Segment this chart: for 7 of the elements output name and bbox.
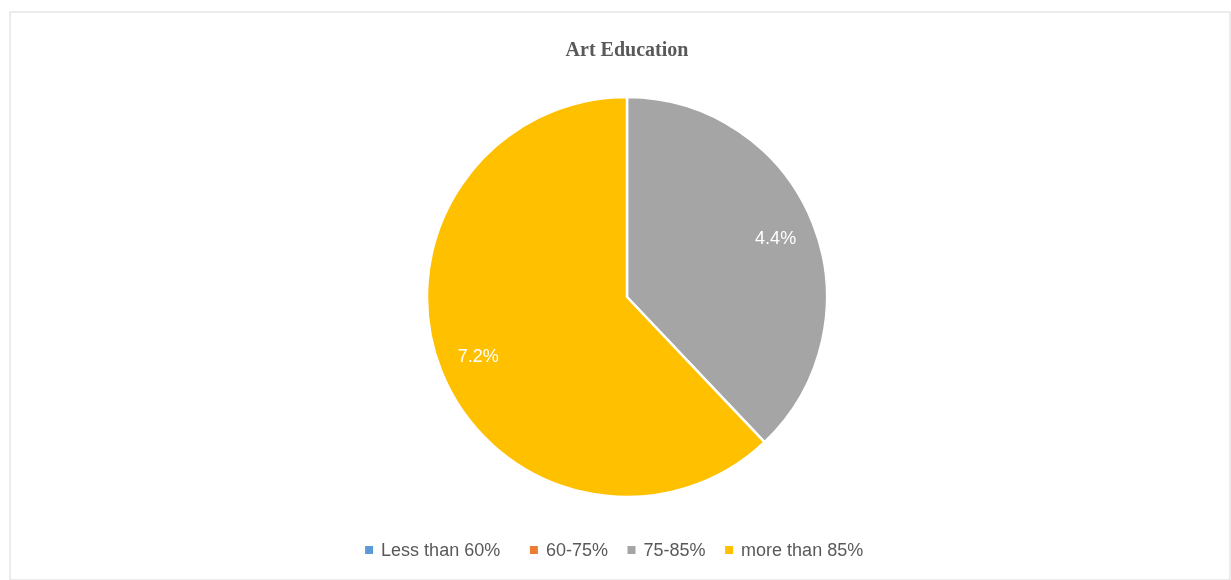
data-label: 7.2%: [457, 346, 499, 367]
legend-label: more than 85%: [741, 540, 864, 560]
data-label: 4.4%: [755, 227, 797, 248]
legend-label: 60-75%: [545, 540, 608, 560]
legend-label: 75-85%: [643, 540, 706, 560]
legend-label: Less than 60%: [381, 540, 501, 560]
chart-title: Art Education: [565, 38, 689, 60]
